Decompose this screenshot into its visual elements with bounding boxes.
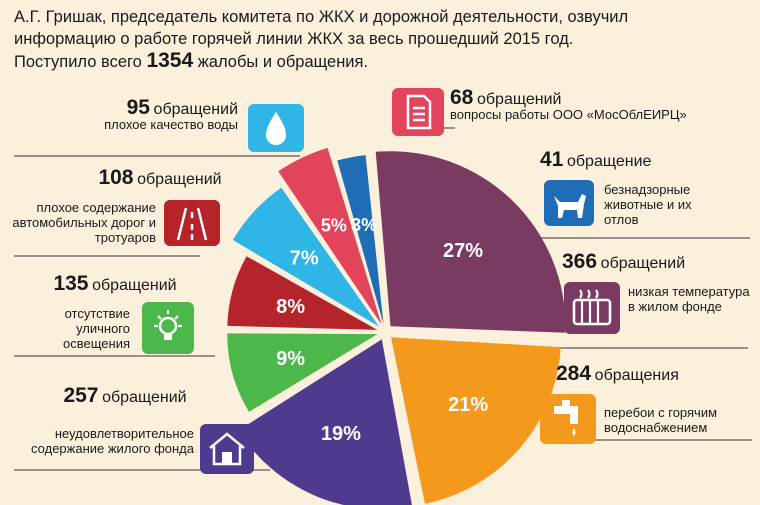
count: 68 [450, 86, 474, 109]
category-label: вопросы работы ООО «МосОблЕИРЦ» [450, 107, 687, 122]
category-hot-water-label: перебои с горячим водоснабжением [604, 405, 718, 435]
category-stray-animals-label: безнадзорные животные и их отлов [604, 182, 692, 227]
category-housing-label: неудовлетворительное содержание жилого ф… [31, 426, 194, 456]
house-icon [200, 424, 254, 474]
count-unit: обращений [137, 171, 222, 188]
pie-slice [278, 147, 382, 325]
count-unit: обращений [153, 101, 238, 118]
pie-percent-label: 5% [321, 216, 347, 236]
pie-slice [391, 337, 561, 504]
count-unit: обращений [92, 277, 177, 294]
category-low-temperature: 366 обращений [562, 251, 757, 272]
count-unit: обращение [566, 153, 652, 170]
pie-percent-label: 8% [276, 296, 305, 318]
intro-line-3: Поступило всего 1354 жалобы и обращения. [14, 50, 754, 73]
dog-icon [544, 180, 594, 226]
category-stray-animals: 41 обращение [540, 149, 740, 170]
count-unit: обращений [600, 255, 686, 272]
intro-line-3-pre: Поступило всего [14, 53, 142, 71]
faucet-icon [540, 394, 596, 444]
category-water-quality: 95 обращений плохое качество воды [48, 97, 238, 132]
pie-slice [375, 151, 566, 333]
pie-labels: 7%5% 3% 27% 21% 19% 9% 8% [276, 215, 488, 445]
count: 108 [98, 166, 134, 189]
category-eirc: 68 обращений вопросы работы ООО «МосОблЕ… [450, 87, 750, 122]
intro-line-1: А.Г. Гришак, председатель комитета по ЖК… [14, 8, 629, 26]
pie-slice [238, 339, 412, 505]
category-low-temperature-label: низкая температура в жилом фонде [628, 284, 750, 314]
pie-percent-label: 27% [443, 240, 483, 262]
document-icon [392, 88, 444, 136]
count: 366 [562, 250, 598, 273]
intro-line-3-post: жалобы и обращения. [197, 53, 369, 71]
category-roads-label: плохое содержание автомобильных дорог и … [12, 200, 156, 245]
pie-slice [227, 256, 378, 330]
road-icon [164, 200, 220, 246]
pie-slice [232, 187, 380, 327]
intro-text: А.Г. Гришак, председатель комитета по ЖК… [14, 6, 754, 73]
count-unit: обращения [594, 367, 679, 384]
pie-slice [227, 333, 378, 412]
pie-percent-label: 9% [276, 348, 305, 370]
category-street-lighting: 135 обращений [30, 273, 200, 294]
count: 284 [556, 362, 592, 385]
pie-percent-label: 19% [321, 423, 361, 445]
pie-percent-label: 3% [351, 215, 377, 235]
pie-percent-label: 21% [448, 394, 488, 416]
category-housing: 257 обращений [30, 385, 220, 406]
water-drop-icon [248, 104, 304, 152]
bulb-icon [142, 302, 194, 354]
radiator-icon [564, 282, 620, 334]
count: 135 [53, 272, 89, 295]
pie-slice [337, 155, 384, 325]
count-unit: обращений [476, 91, 562, 108]
category-hot-water: 284 обращения [556, 363, 756, 384]
count: 95 [126, 96, 150, 119]
category-roads: 108 обращений [60, 167, 260, 188]
pie-slices [227, 147, 566, 505]
pie-percent-label: 7% [290, 247, 319, 269]
category-street-lighting-label: отсутствие уличного освещения [63, 306, 130, 351]
intro-line-2: информацию о работе горячей линии ЖКХ за… [14, 30, 574, 48]
count: 257 [63, 384, 99, 407]
total-count: 1354 [146, 49, 194, 72]
count-unit: обращений [102, 389, 187, 406]
category-label: плохое качество воды [104, 117, 238, 132]
count: 41 [540, 148, 564, 171]
